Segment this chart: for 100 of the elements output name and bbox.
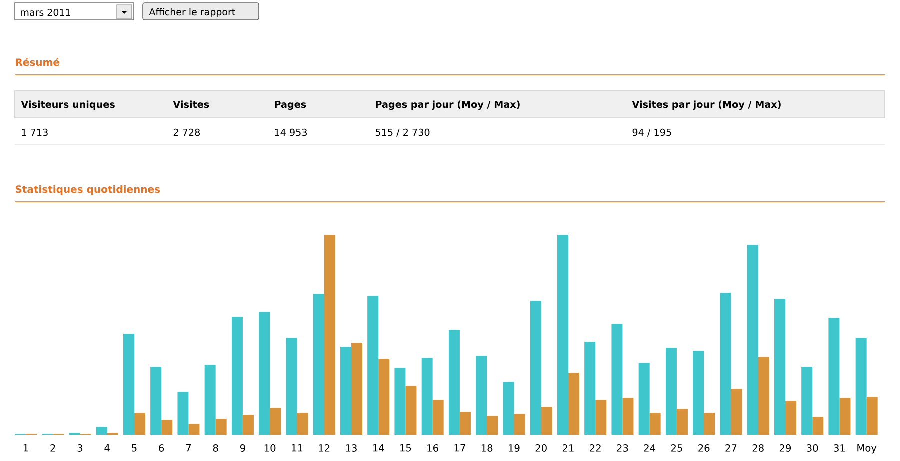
bar	[204, 365, 216, 435]
x-tick-label: 12	[319, 444, 330, 452]
bar	[802, 367, 813, 435]
x-tick-label: 16	[428, 444, 438, 452]
bar	[324, 235, 336, 435]
bar	[650, 413, 661, 435]
bar	[422, 358, 433, 435]
x-tick-label: 17	[454, 444, 466, 452]
text: Afficher le rapport	[149, 8, 236, 18]
x-tick-label: 4	[104, 444, 110, 452]
bar	[394, 368, 406, 435]
bar	[557, 235, 568, 435]
bar	[178, 392, 189, 435]
bar	[596, 400, 607, 435]
bar	[828, 318, 840, 435]
chart-title: Statistiques quotidiennes	[16, 185, 160, 196]
bar	[774, 299, 786, 435]
bar	[406, 386, 417, 435]
bar	[162, 420, 173, 435]
bar	[150, 367, 162, 435]
x-tick-label: 14	[373, 444, 384, 452]
x-tick-label: 21	[562, 444, 574, 452]
bar	[731, 389, 742, 435]
x-tick-label: Moy	[858, 444, 877, 454]
x-tick-label: 31	[834, 444, 846, 452]
bar	[351, 343, 362, 435]
bar	[460, 412, 471, 435]
text: Pages par jour (Moy / Max)	[376, 100, 520, 110]
bar	[514, 414, 526, 435]
bar	[503, 382, 514, 435]
bar	[812, 417, 824, 435]
bar	[134, 413, 146, 435]
text: 14 953	[275, 128, 307, 136]
x-tick-label: 5	[132, 444, 137, 452]
text: 1 713	[22, 128, 48, 136]
x-tick-label: 8	[213, 444, 218, 452]
bar	[704, 413, 716, 435]
x-tick-label: 30	[807, 444, 818, 452]
x-tick-label: 26	[698, 444, 710, 452]
bar	[368, 296, 379, 435]
x-tick-label: 28	[752, 444, 764, 452]
x-tick-label: 22	[590, 444, 601, 452]
bar	[747, 245, 758, 435]
x-tick-label: 13	[346, 444, 357, 452]
bar	[612, 324, 623, 435]
x-tick-label: 27	[726, 444, 737, 452]
text: Visites	[173, 100, 210, 108]
x-tick-label: 24	[644, 444, 656, 452]
bar	[270, 408, 282, 435]
x-tick-label: 1	[24, 444, 28, 452]
text: 94 / 195	[632, 128, 672, 137]
bar	[693, 351, 704, 435]
bar	[432, 400, 444, 435]
bar	[232, 317, 243, 435]
bar	[840, 398, 851, 435]
bar	[568, 373, 580, 435]
bar	[758, 357, 770, 435]
bar	[378, 359, 390, 435]
bar	[622, 398, 634, 435]
text: Visites par jour (Moy / Max)	[632, 100, 781, 110]
text: Pages	[275, 101, 306, 110]
x-tick-label: 10	[264, 444, 276, 452]
bar	[448, 330, 460, 435]
x-tick-label: 6	[159, 444, 164, 452]
x-tick-label: 25	[671, 444, 682, 452]
x-tick-label: 11	[292, 444, 303, 452]
x-tick-label: 3	[78, 444, 83, 452]
bar	[487, 416, 498, 435]
bar	[286, 338, 298, 435]
x-tick-label: 9	[240, 444, 246, 452]
bar	[676, 409, 688, 435]
bar	[856, 338, 867, 435]
x-tick-label: 23	[617, 444, 628, 452]
text: 515 / 2 730	[376, 128, 430, 137]
bar	[530, 301, 542, 435]
x-tick-label: 7	[186, 444, 191, 452]
bar	[638, 363, 650, 435]
bar	[242, 415, 254, 435]
bar	[340, 347, 352, 435]
bar	[313, 294, 324, 435]
x-tick-label: 2	[50, 444, 56, 452]
bar	[866, 397, 878, 435]
x-tick-label: 18	[482, 444, 493, 452]
bar	[720, 293, 732, 435]
x-tick-label: 29	[780, 444, 792, 452]
bar	[96, 427, 108, 435]
text: mars 2011	[21, 8, 70, 16]
x-tick-label: 19	[509, 444, 520, 452]
bar	[476, 356, 488, 435]
text: 2 728	[174, 128, 200, 136]
text: Visiteurs uniques	[21, 100, 115, 110]
text: Résumé	[16, 58, 60, 66]
bar	[188, 424, 200, 435]
bar	[123, 334, 134, 435]
bar	[584, 342, 596, 435]
bar	[785, 401, 796, 435]
bar	[541, 407, 552, 435]
x-tick-label: 20	[536, 444, 547, 452]
bar	[666, 348, 677, 435]
bar	[297, 413, 308, 435]
